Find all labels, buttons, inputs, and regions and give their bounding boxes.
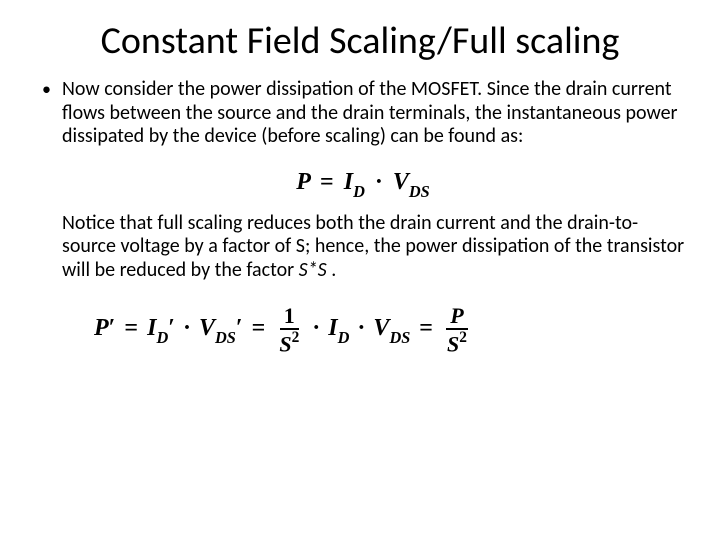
eq2-prime1: ′ xyxy=(109,315,116,341)
equation-2: P′ = ID′ · VDS′ = 1 S2 · ID · VDS = xyxy=(94,304,692,356)
equation-2-block: P′ = ID′ · VDS′ = 1 S2 · ID · VDS = xyxy=(94,304,692,356)
eq2-frac2-num: P xyxy=(446,304,467,330)
eq2-dot3: · xyxy=(357,315,365,341)
slide-title: Constant Field Scaling/Full scaling xyxy=(28,18,692,64)
eq2-eq1: = xyxy=(124,315,138,341)
eq2-prime2: ′ xyxy=(168,315,175,341)
eq2-S1: S xyxy=(279,332,291,357)
eq2-D2: D xyxy=(338,328,350,347)
eq2-frac2-den: S2 xyxy=(443,330,471,356)
eq2-mid: · ID · VDS = xyxy=(310,315,436,346)
eq2-frac1-den: S2 xyxy=(275,330,303,356)
eq2-two2: 2 xyxy=(459,329,467,346)
eq1-V: V xyxy=(393,169,409,195)
slide-body: Now consider the power dissipation of th… xyxy=(28,78,692,357)
equation-1-block: P = ID · VDS xyxy=(34,169,692,200)
bullet-list: Now consider the power dissipation of th… xyxy=(34,78,692,149)
eq2-dot2: · xyxy=(312,315,320,341)
eq2-frac1-num: 1 xyxy=(280,304,299,330)
eq2-I2: I xyxy=(328,315,337,341)
eq2-P: P xyxy=(94,315,109,341)
equation-1: P = ID · VDS xyxy=(296,169,429,195)
eq2-frac1: 1 S2 xyxy=(275,304,303,356)
slide: Constant Field Scaling/Full scaling Now … xyxy=(0,0,720,540)
eq2-eq2: = xyxy=(252,315,266,341)
eq2-lhs: P′ = ID′ · VDS′ = xyxy=(94,315,268,346)
paragraph-2c: . xyxy=(327,258,337,282)
eq2-two1: 2 xyxy=(292,329,300,346)
eq2-DS1: DS xyxy=(215,328,236,347)
eq1-sub-DS: DS xyxy=(409,182,430,201)
eq2-dot1: · xyxy=(183,315,191,341)
eq1-I: I xyxy=(344,169,353,195)
eq2-V2: V xyxy=(373,315,389,341)
eq1-P: P xyxy=(296,169,310,195)
paragraph-2a: Notice that full scaling reduces both th… xyxy=(62,211,684,282)
eq2-V1: V xyxy=(199,315,215,341)
paragraph-2: Notice that full scaling reduces both th… xyxy=(62,212,692,283)
eq2-eq3: = xyxy=(419,315,433,341)
paragraph-2b: S*S xyxy=(299,258,327,282)
eq2-prime3: ′ xyxy=(236,315,243,341)
eq1-equals: = xyxy=(320,169,334,195)
eq2-frac2: P S2 xyxy=(443,304,471,356)
eq1-dot: · xyxy=(375,169,383,195)
eq2-one: 1 xyxy=(284,303,295,328)
eq2-D1: D xyxy=(156,328,168,347)
bullet-item-1: Now consider the power dissipation of th… xyxy=(34,78,692,149)
eq2-S2: S xyxy=(447,332,459,357)
eq1-sub-D: D xyxy=(353,182,365,201)
eq2-P2: P xyxy=(450,303,463,328)
eq2-DS2: DS xyxy=(389,328,410,347)
